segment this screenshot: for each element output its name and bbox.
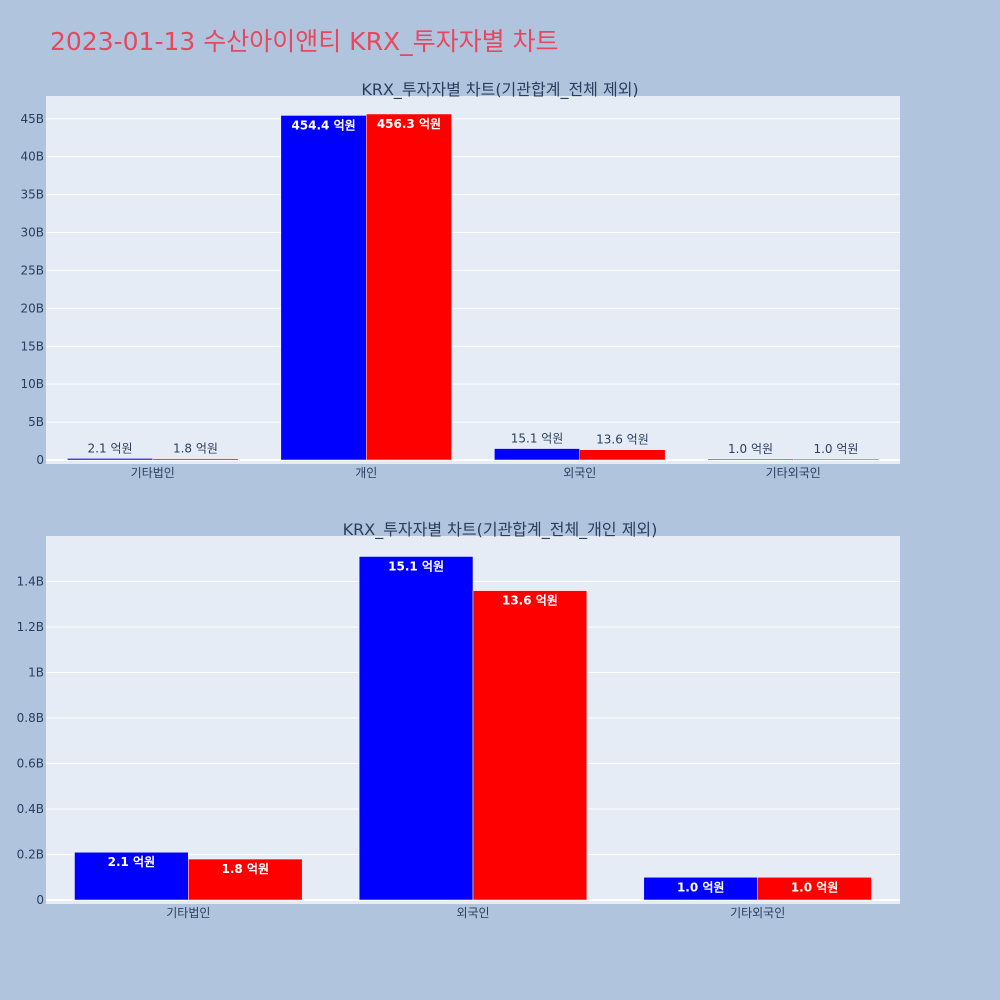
y-tick-label: 45B [20, 112, 44, 126]
bar [74, 851, 189, 901]
data-label: 13.6 억원 [596, 433, 649, 447]
bar [757, 877, 872, 901]
chart-title: KRX_투자자별 차트(기관합계_전체_개인 제외) [343, 520, 658, 540]
y-tick-label: 1.4B [17, 575, 44, 589]
bar [188, 858, 303, 901]
y-tick-label: 1.2B [17, 620, 44, 634]
bar [366, 113, 452, 461]
chart-title: KRX_투자자별 차트(기관합계_전체 제외) [361, 80, 638, 100]
bar [280, 115, 367, 461]
data-label: 2.1 억원 [88, 441, 133, 455]
y-tick-label: 30B [20, 226, 44, 240]
y-tick-label: 1B [28, 666, 44, 680]
y-tick-label: 20B [20, 301, 44, 315]
data-label: 454.4 억원 [291, 118, 355, 132]
y-tick-label: 15B [20, 339, 44, 353]
y-tick-label: 35B [20, 188, 44, 202]
x-tick-label: 외국인 [563, 466, 596, 480]
data-label: 1.0 억원 [791, 880, 839, 894]
chart-2: 0 0.2B 0.4B 0.6B 0.8B 1B 1.2B 1.4B KRX_투자자별 차트(기… [17, 520, 900, 920]
bar [67, 458, 153, 461]
data-label: 1.8 억원 [222, 862, 270, 876]
y-tick-label: 5B [28, 415, 44, 429]
plot-area [46, 96, 900, 464]
y-tick-label: 10B [20, 377, 44, 391]
chart-1: 0 5B 10B 15B 20B 25B 30B 35B 40B 45B KRX_투자자별 차트(기… [20, 80, 900, 480]
y-tick-label: 40B [20, 150, 44, 164]
x-tick-label: 기타법인 [166, 906, 210, 920]
data-label: 15.1 억원 [511, 432, 564, 446]
x-tick-label: 기타법인 [131, 466, 175, 480]
x-tick-label: 기타외국인 [766, 466, 821, 480]
page-title: 2023-01-13 수산아이앤티 KRX_투자자별 차트 [50, 27, 559, 56]
bar [579, 449, 666, 461]
bar [152, 458, 239, 461]
y-tick-label: 25B [20, 263, 44, 277]
y-tick-label: 0 [36, 893, 44, 907]
y-tick-label: 0 [36, 453, 44, 467]
bar [793, 458, 879, 461]
y-tick-label: 0.8B [17, 711, 44, 725]
y-tick-label: 0.4B [17, 802, 44, 816]
data-label: 1.0 억원 [677, 880, 725, 894]
y-tick-label: 0.2B [17, 848, 44, 862]
y-tick-label: 0.6B [17, 757, 44, 771]
data-label: 2.1 억원 [108, 855, 156, 869]
bar [358, 556, 474, 901]
x-tick-label: 개인 [355, 466, 377, 480]
data-label: 13.6 억원 [502, 594, 558, 608]
data-label: 15.1 억원 [388, 559, 444, 573]
x-tick-label: 기타외국인 [730, 906, 785, 920]
data-label: 1.0 억원 [728, 442, 773, 456]
bar [472, 590, 588, 901]
data-label: 1.8 억원 [173, 442, 218, 456]
x-tick-label: 외국인 [456, 906, 489, 920]
bar [494, 448, 581, 461]
bar [707, 458, 794, 461]
data-label: 456.3 억원 [377, 117, 441, 131]
data-label: 1.0 억원 [813, 442, 858, 456]
